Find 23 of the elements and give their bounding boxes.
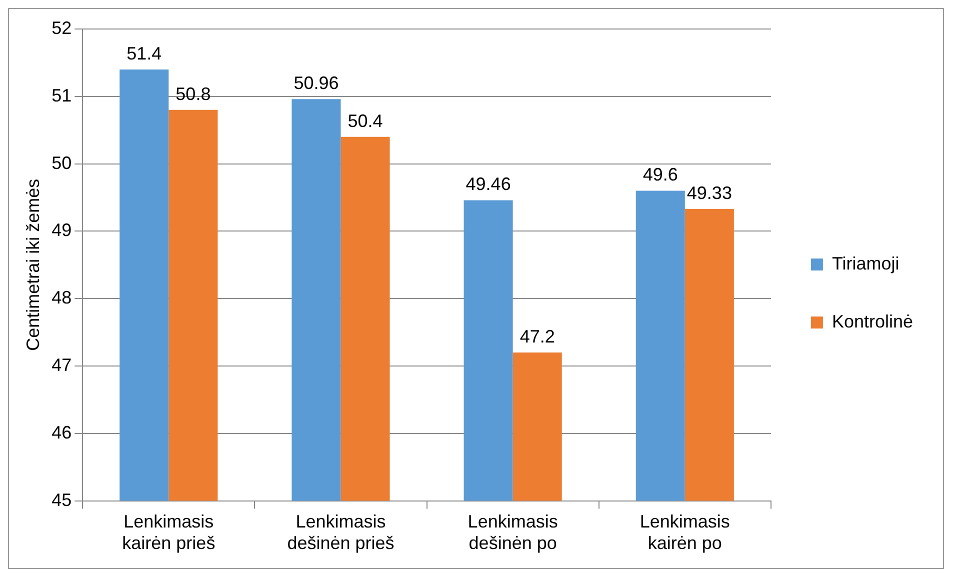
x-tick-label: Lenkimasis dešinėn prieš [287,512,394,554]
data-label: 50.4 [348,110,383,131]
data-label: 49.33 [686,182,732,203]
legend-label: Kontrolinė [832,311,914,332]
y-tick-label: 51 [52,85,72,106]
y-tick-label: 45 [52,490,72,510]
data-label: 47.2 [520,326,555,346]
y-tick-label: 50 [52,152,72,173]
x-tick-label: Lenkimasis kairėn po [640,512,730,554]
y-tick-label: 46 [52,422,72,442]
y-tick-label: 48 [52,288,72,308]
data-label: 50.96 [294,73,339,94]
y-tick-label: 47 [52,354,72,375]
data-label: 51.4 [126,43,162,64]
x-tick-label: Lenkimasis dešinėn po [468,512,558,554]
legend-label: Tiriamoji [832,253,900,274]
data-label: 49.46 [466,174,511,194]
y-tick-label: 49 [52,220,72,240]
data-label: 50.8 [176,84,211,104]
data-label: 49.6 [642,164,678,185]
y-tick-label: 52 [52,18,72,38]
y-axis-title: Centimetrai iki žemės [22,178,43,351]
x-tick-label: Lenkimasis kairėn prieš [122,512,216,554]
